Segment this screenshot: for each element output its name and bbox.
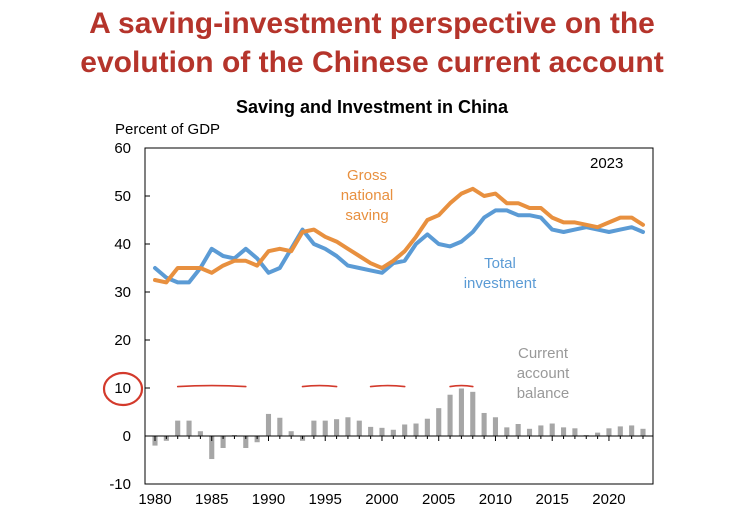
slide-title-line-2: evolution of the Chinese current account (80, 46, 664, 79)
x-tick-label: 2010 (479, 491, 512, 508)
dashed-annotation-segment (301, 384, 338, 388)
balance-bar (595, 432, 601, 436)
series-lines (153, 186, 645, 285)
y-tick-label: 10 (114, 380, 131, 397)
balance-bar (345, 417, 351, 436)
balance-bar (368, 426, 374, 436)
investment-line (153, 208, 645, 285)
balance-bar (186, 420, 192, 436)
balance-bar (243, 436, 249, 448)
balance-bar (458, 388, 464, 436)
slide-title: A saving-investment perspective on the e… (0, 4, 744, 82)
series-labels: Gross national saving Total investment Curren… (341, 167, 570, 402)
chart-title: Saving and Investment in China (235, 97, 509, 117)
saving-label-line: national (341, 187, 394, 204)
x-tick-label: 2005 (422, 491, 455, 508)
balance-bar (254, 436, 260, 443)
balance-bar (356, 420, 362, 436)
balance-label-line: Current (518, 345, 569, 362)
y-tick-label: 50 (114, 188, 131, 205)
y-tick-label: 30 (114, 284, 131, 301)
y-tick-label: 20 (114, 332, 131, 349)
saving-label: Gross national saving (341, 167, 394, 224)
balance-bar (561, 427, 567, 436)
x-tick-label: 2015 (536, 491, 569, 508)
balance-bar (413, 423, 419, 436)
x-tick-label: 2000 (365, 491, 398, 508)
balance-bar (390, 429, 396, 436)
balance-label-line: account (517, 365, 570, 382)
saving-label-line: Gross (347, 167, 387, 184)
slide-title-line-1: A saving-investment perspective on the (89, 7, 655, 40)
y-tick-label: 0 (123, 428, 131, 445)
balance-bar (311, 420, 317, 436)
balance-bar (492, 417, 499, 436)
balance-bar (288, 431, 294, 436)
x-tick-label: 1985 (195, 491, 228, 508)
dashed-annotation-segment (449, 384, 474, 388)
investment-label-line: investment (464, 275, 537, 292)
saving-label-line: saving (345, 207, 388, 224)
balance-label-line: balance (517, 385, 570, 402)
annotations (102, 371, 474, 407)
balance-bar (515, 424, 521, 436)
balance-bar (197, 431, 203, 436)
axes: -10 0 10 20 30 40 50 60 1980 1985 1990 1995 2000 2005… (109, 140, 653, 508)
y-tick-label: -10 (109, 476, 131, 493)
balance-bar (504, 427, 510, 436)
balance-bar (447, 394, 453, 436)
circle-annotation (102, 371, 144, 407)
balance-bar (538, 425, 544, 436)
balance-bar (334, 419, 340, 436)
y-tick-label: 60 (114, 140, 131, 157)
balance-bar (277, 417, 283, 436)
balance-bar (424, 418, 430, 436)
investment-label-line: Total (484, 255, 516, 272)
balance-bar (436, 408, 442, 436)
balance-bar (402, 424, 408, 436)
balance-bars (152, 388, 646, 460)
y-axis-label: Percent of GDP (115, 121, 221, 138)
balance-bar (220, 436, 226, 448)
balance-bar (481, 412, 487, 436)
balance-bar (549, 423, 555, 436)
x-tick-label: 2020 (592, 491, 625, 508)
investment-label: Total investment (464, 255, 537, 292)
balance-bar (175, 420, 181, 436)
balance-bar (617, 426, 623, 436)
x-tick-label: 1990 (252, 491, 285, 508)
balance-bar (572, 428, 578, 436)
x-tick-label: 1980 (138, 491, 171, 508)
dashed-annotation-segment (176, 384, 247, 388)
saving-line (153, 186, 645, 285)
balance-bar (322, 420, 328, 436)
balance-bar (379, 427, 385, 436)
dashed-annotation-segment (369, 384, 406, 388)
balance-bar (265, 413, 272, 436)
balance-bar (209, 436, 215, 460)
balance-bar (470, 391, 476, 436)
balance-bar (526, 428, 533, 436)
y-tick-label: 40 (114, 236, 131, 253)
plot-frame (144, 147, 654, 485)
year-note: 2023 (590, 155, 623, 172)
x-tick-label: 1995 (309, 491, 342, 508)
balance-label: Current account balance (517, 345, 570, 402)
balance-bar (640, 428, 646, 436)
balance-bar (606, 428, 612, 436)
balance-bar (629, 425, 635, 436)
